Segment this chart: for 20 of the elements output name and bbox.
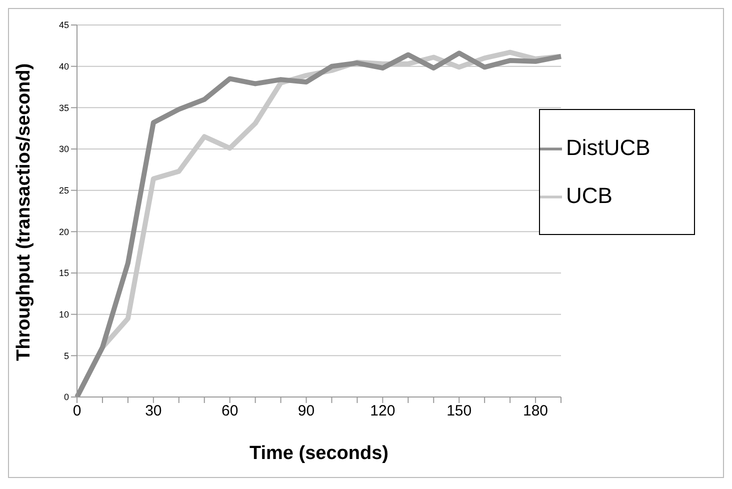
y-tick-label: 35 — [58, 102, 69, 113]
x-axis-title: Time (seconds) — [249, 443, 389, 464]
y-tick-label: 5 — [64, 350, 69, 361]
x-tick-label: 120 — [370, 402, 396, 420]
x-tick-label: 150 — [446, 402, 472, 420]
y-tick-label: 40 — [58, 62, 69, 72]
y-tick-label: 45 — [58, 20, 69, 30]
x-tick-label: 90 — [298, 402, 315, 420]
y-axis-title: Throughput (transactios/second) — [14, 63, 35, 361]
x-tick-label: 60 — [222, 402, 238, 420]
y-tick-label: 30 — [58, 144, 69, 154]
legend-label: DistUCB — [566, 135, 650, 160]
legend-label: UCB — [566, 183, 612, 208]
y-tick-label: 20 — [58, 226, 69, 237]
x-tick-label: 180 — [523, 402, 548, 420]
y-tick-label: 10 — [58, 310, 69, 320]
y-tick-label: 25 — [58, 186, 69, 196]
y-tick-label: 0 — [64, 392, 69, 402]
y-tick-label: 15 — [58, 268, 69, 278]
x-tick-label: 30 — [145, 402, 162, 420]
